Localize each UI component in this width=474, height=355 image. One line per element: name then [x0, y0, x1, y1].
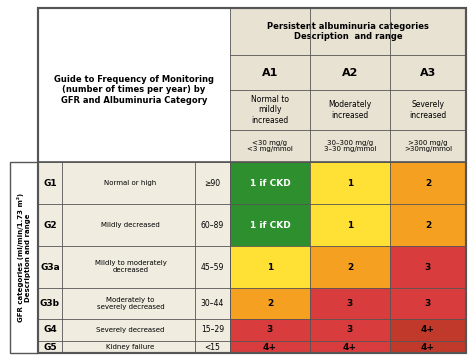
Text: G2: G2: [43, 220, 57, 229]
Bar: [310, 130, 390, 162]
Bar: [230, 90, 310, 130]
Text: Mildly to moderately
decreased: Mildly to moderately decreased: [94, 261, 166, 273]
Bar: [230, 55, 310, 90]
Bar: [310, 319, 390, 341]
Text: 4+: 4+: [421, 326, 435, 334]
Text: 3: 3: [267, 326, 273, 334]
Bar: [38, 8, 230, 162]
Bar: [310, 341, 390, 353]
Bar: [230, 204, 310, 246]
Text: Normal to
mildly
increased: Normal to mildly increased: [251, 95, 289, 125]
Text: >300 mg/g
>30mg/mmol: >300 mg/g >30mg/mmol: [404, 140, 452, 153]
Text: 2: 2: [347, 262, 353, 272]
Text: 3: 3: [347, 326, 353, 334]
Bar: [390, 55, 466, 90]
Bar: [230, 162, 310, 204]
Bar: [10, 162, 38, 353]
Text: 2: 2: [267, 299, 273, 308]
Text: 3: 3: [425, 262, 431, 272]
Text: Severely
increased: Severely increased: [410, 100, 447, 120]
Bar: [390, 341, 466, 353]
Text: 1 if CKD: 1 if CKD: [250, 220, 291, 229]
Text: 3: 3: [347, 299, 353, 308]
Text: ≥90: ≥90: [204, 179, 220, 187]
Bar: [390, 90, 466, 130]
Bar: [230, 130, 310, 162]
Bar: [38, 319, 230, 341]
Text: G5: G5: [43, 343, 57, 351]
Text: <15: <15: [205, 343, 220, 351]
Bar: [390, 288, 466, 319]
Text: Severely decreased: Severely decreased: [96, 327, 164, 333]
Text: Guide to Frequency of Monitoring
(number of times per year) by
GFR and Albuminur: Guide to Frequency of Monitoring (number…: [54, 75, 214, 105]
Text: G3b: G3b: [40, 299, 60, 308]
Bar: [310, 55, 390, 90]
Bar: [390, 130, 466, 162]
Text: 60–89: 60–89: [201, 220, 224, 229]
Bar: [310, 162, 390, 204]
Bar: [38, 246, 230, 288]
Bar: [230, 341, 310, 353]
Text: Moderately to
severely decreased: Moderately to severely decreased: [97, 297, 164, 310]
Text: 2: 2: [425, 220, 431, 229]
Bar: [390, 246, 466, 288]
Bar: [310, 288, 390, 319]
Text: 4+: 4+: [343, 343, 357, 351]
Text: 1: 1: [347, 220, 353, 229]
Bar: [230, 8, 466, 55]
Bar: [230, 246, 310, 288]
Text: Kidney failure: Kidney failure: [106, 344, 155, 350]
Text: Moderately
increased: Moderately increased: [328, 100, 372, 120]
Text: 4+: 4+: [263, 343, 277, 351]
Bar: [390, 162, 466, 204]
Text: 30–300 mg/g
3–30 mg/mmol: 30–300 mg/g 3–30 mg/mmol: [324, 140, 376, 153]
Text: 30–44: 30–44: [201, 299, 224, 308]
Text: 3: 3: [425, 299, 431, 308]
Text: A1: A1: [262, 67, 278, 77]
Bar: [310, 90, 390, 130]
Text: 2: 2: [425, 179, 431, 187]
Text: <30 mg/g
<3 mg/mmol: <30 mg/g <3 mg/mmol: [247, 140, 293, 153]
Bar: [230, 288, 310, 319]
Bar: [38, 162, 230, 204]
Bar: [390, 319, 466, 341]
Bar: [310, 246, 390, 288]
Text: A3: A3: [420, 67, 436, 77]
Text: 15–29: 15–29: [201, 326, 224, 334]
Text: GFR categories (ml/min/1.73 m²)
Description and range: GFR categories (ml/min/1.73 m²) Descript…: [17, 193, 31, 322]
Bar: [230, 319, 310, 341]
Text: 1 if CKD: 1 if CKD: [250, 179, 291, 187]
Text: 1: 1: [267, 262, 273, 272]
Bar: [38, 204, 230, 246]
Text: G3a: G3a: [40, 262, 60, 272]
Text: Persistent albuminuria categories
Description  and range: Persistent albuminuria categories Descri…: [267, 22, 429, 41]
Text: Normal or high: Normal or high: [104, 180, 156, 186]
Text: A2: A2: [342, 67, 358, 77]
Text: Mildly decreased: Mildly decreased: [101, 222, 160, 228]
Bar: [38, 288, 230, 319]
Text: 45–59: 45–59: [201, 262, 224, 272]
Text: G1: G1: [43, 179, 57, 187]
Bar: [310, 204, 390, 246]
Bar: [38, 341, 230, 353]
Text: G4: G4: [43, 326, 57, 334]
Text: 1: 1: [347, 179, 353, 187]
Bar: [390, 204, 466, 246]
Text: 4+: 4+: [421, 343, 435, 351]
